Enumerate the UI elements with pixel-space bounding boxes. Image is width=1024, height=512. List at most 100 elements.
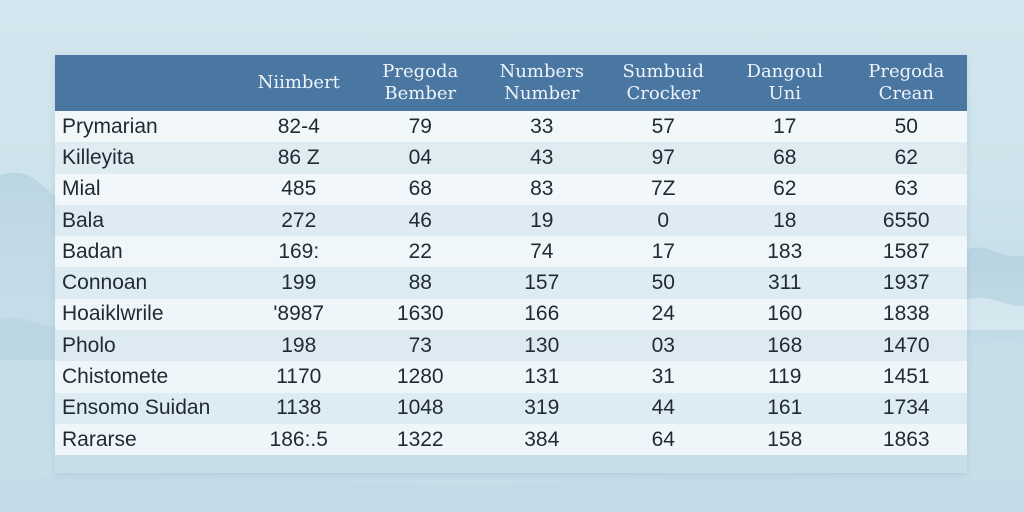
table-cell: 1280: [359, 361, 481, 393]
table-cell: 22: [359, 236, 481, 268]
column-header: Pregoda Crean: [845, 55, 967, 111]
table-row: Killeyita 86 Z 04 43 97 68 62: [55, 142, 967, 174]
table-cell: 43: [481, 142, 603, 174]
table-cell: 68: [724, 142, 846, 174]
column-header: Pregoda Bember: [359, 55, 481, 111]
table-cell: 97: [602, 142, 724, 174]
table-cell: 272: [238, 204, 360, 237]
table-cell: 50: [845, 111, 967, 143]
table-cell: 1470: [845, 330, 967, 362]
table-cell: 62: [845, 142, 967, 174]
table-cell: 04: [359, 142, 481, 174]
table-cell: 64: [602, 423, 724, 456]
table-cell: 86 Z: [238, 142, 360, 174]
table-cell: 31: [602, 361, 724, 393]
table-cell: 1587: [845, 236, 967, 268]
table-row: Pholo 198 73 130 03 168 1470: [55, 330, 967, 362]
table-cell: 73: [359, 330, 481, 362]
table-cell: 74: [481, 236, 603, 268]
table-cell: 1838: [845, 298, 967, 331]
row-label-cell: Ensomo Suidan: [55, 392, 238, 424]
table-cell: 24: [602, 298, 724, 331]
table-cell: 166: [481, 298, 603, 331]
table-cell: 33: [481, 111, 603, 143]
table-cell: 79: [359, 111, 481, 143]
table-cell: 160: [724, 298, 846, 331]
table-cell: 88: [359, 267, 481, 299]
table-row: Badan 169: 22 74 17 183 1587: [55, 236, 967, 268]
table-cell: 44: [602, 392, 724, 424]
table-cell: 1863: [845, 423, 967, 456]
table-cell: 19: [481, 204, 603, 237]
table-cell: 57: [602, 111, 724, 143]
table-cell: 17: [602, 236, 724, 268]
table-row: Ensomo Suidan 1138 1048 319 44 161 1734: [55, 392, 967, 424]
table-cell: 50: [602, 267, 724, 299]
table-cell: '8987: [238, 298, 360, 331]
row-label-cell: Mial: [55, 173, 238, 205]
row-label-cell: Bala: [55, 204, 238, 237]
table-cell: 68: [359, 173, 481, 205]
table-row: Bala 272 46 19 0 18 6550: [55, 204, 967, 237]
table-cell: 130: [481, 330, 603, 362]
table-cell: 1630: [359, 298, 481, 331]
column-header: Dangoul Uni: [724, 55, 846, 111]
table-cell: 46: [359, 204, 481, 237]
table-cell: 6550: [845, 204, 967, 237]
table-row: Rararse 186:.5 1322 384 64 158 1863: [55, 423, 967, 456]
table-cell: 319: [481, 392, 603, 424]
table-cell: 158: [724, 423, 846, 456]
table-cell: 62: [724, 173, 846, 205]
table-cell: 1048: [359, 392, 481, 424]
table-row: Chistomete 1170 1280 131 31 119 1451: [55, 361, 967, 393]
table-row: Connoan 199 88 157 50 311 1937: [55, 267, 967, 299]
table-cell: 186:.5: [238, 423, 360, 456]
table-row: Prymarian 82-4 79 33 57 17 50: [55, 111, 967, 143]
table-cell: 1170: [238, 361, 360, 393]
table-cell: 157: [481, 267, 603, 299]
table-cell: 199: [238, 267, 360, 299]
column-header: Niimbert: [238, 55, 360, 111]
table-cell: 485: [238, 173, 360, 205]
column-header: [55, 55, 238, 111]
table-cell: 17: [724, 111, 846, 143]
table-cell: 0: [602, 204, 724, 237]
row-label-cell: Killeyita: [55, 142, 238, 174]
table-cell: 183: [724, 236, 846, 268]
table-cell: 168: [724, 330, 846, 362]
table-row: Hoaiklwrile '8987 1630 166 24 160 1838: [55, 298, 967, 331]
table-cell: 7Z: [602, 173, 724, 205]
row-label-cell: Hoaiklwrile: [55, 298, 238, 331]
table-cell: 161: [724, 392, 846, 424]
table-row: Mial 485 68 83 7Z 62 63: [55, 173, 967, 205]
table-header-row: Niimbert Pregoda Bember Numbers Number Sum…: [55, 55, 967, 111]
table-cell: 1138: [238, 392, 360, 424]
row-label-cell: Pholo: [55, 330, 238, 362]
table-cell: 03: [602, 330, 724, 362]
table-cell: 63: [845, 173, 967, 205]
table-cell: 198: [238, 330, 360, 362]
table-cell: 1451: [845, 361, 967, 393]
table-body: Prymarian 82-4 79 33 57 17 50 Killeyita 86 Z 04 43…: [55, 111, 967, 456]
table-cell: 1734: [845, 392, 967, 424]
column-header: Numbers Number: [481, 55, 603, 111]
table-cell: 82-4: [238, 111, 360, 143]
table-cell: 18: [724, 204, 846, 237]
table-cell: 1937: [845, 267, 967, 299]
row-label-cell: Badan: [55, 236, 238, 268]
data-table-container: Niimbert Pregoda Bember Numbers Number Sum…: [55, 55, 967, 473]
table-cell: 169:: [238, 236, 360, 268]
table-cell: 83: [481, 173, 603, 205]
data-table: Niimbert Pregoda Bember Numbers Number Sum…: [55, 55, 967, 456]
row-label-cell: Rararse: [55, 423, 238, 456]
row-label-cell: Prymarian: [55, 111, 238, 143]
column-header: Sumbuid Crocker: [602, 55, 724, 111]
table-cell: 131: [481, 361, 603, 393]
table-cell: 119: [724, 361, 846, 393]
table-cell: 1322: [359, 423, 481, 456]
table-cell: 384: [481, 423, 603, 456]
row-label-cell: Connoan: [55, 267, 238, 299]
row-label-cell: Chistomete: [55, 361, 238, 393]
table-cell: 311: [724, 267, 846, 299]
